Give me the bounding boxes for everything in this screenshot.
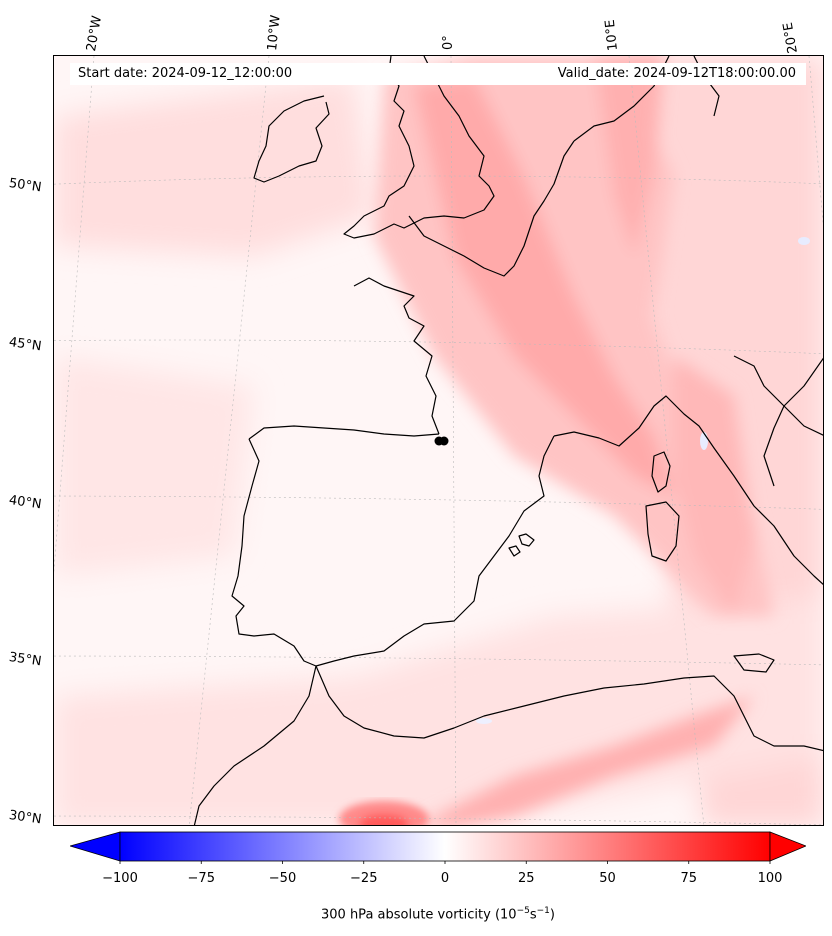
lon-label-10e: 10°E (602, 18, 621, 52)
colorbar-label: 300 hPa absolute vorticity (10−5s−1) (0, 906, 832, 922)
lon-label-20e: 20°E (780, 21, 801, 55)
colorbar-max-extend-arrow (769, 831, 806, 862)
colorbar (70, 831, 806, 864)
lat-label-30n: 30°N (7, 808, 43, 828)
colorbar-tick-label: 50 (599, 871, 616, 886)
valid-date-label: Valid_date: 2024-09-12T18:00:00.00 (557, 66, 796, 81)
map-area (53, 55, 824, 826)
colorbar-label-close: ) (549, 907, 555, 923)
colorbar-tick-label: −25 (350, 871, 378, 886)
lon-label-10w: 10°W (265, 14, 284, 52)
lon-label-20w: 20°W (84, 14, 106, 53)
lat-label-45n: 45°N (7, 335, 43, 355)
colorbar-tick-label: −100 (102, 871, 138, 886)
colorbar-min-extend-arrow (70, 831, 121, 862)
vorticity-southern-band (417, 696, 754, 825)
marker-points (434, 436, 449, 446)
colorbar-tick-label: −50 (268, 871, 297, 886)
colorbar-tickmarks (119, 861, 771, 864)
start-date-label: Start date: 2024-09-12_12:00:00 (78, 66, 293, 81)
colorbar-body (119, 831, 771, 862)
vorticity-map (54, 56, 823, 825)
vorticity-max-spot (339, 801, 429, 825)
lat-label-35n: 35°N (7, 650, 43, 670)
lon-label-0: 0° (441, 35, 456, 50)
colorbar-tick-label: 25 (517, 871, 535, 886)
lat-label-40n: 40°N (7, 493, 43, 513)
lat-label-50n: 50°N (7, 176, 43, 196)
header-band (70, 63, 806, 85)
colorbar-label-text: 300 hPa absolute vorticity (10 (321, 907, 517, 923)
vorticity-negative-patches (476, 237, 810, 724)
colorbar-label-exponent-1: −5 (516, 906, 530, 916)
graticule (54, 56, 823, 825)
coastlines (193, 56, 823, 825)
vorticity-band (374, 56, 774, 616)
colorbar-tick-label: 75 (680, 871, 698, 886)
colorbar-tick-label: 0 (440, 871, 450, 886)
colorbar-tick-label: −75 (187, 871, 215, 886)
colorbar-label-exponent-2: −1 (536, 906, 550, 916)
colorbar-label-mid: s (529, 907, 537, 923)
colorbar-tick-label: 100 (757, 871, 783, 886)
